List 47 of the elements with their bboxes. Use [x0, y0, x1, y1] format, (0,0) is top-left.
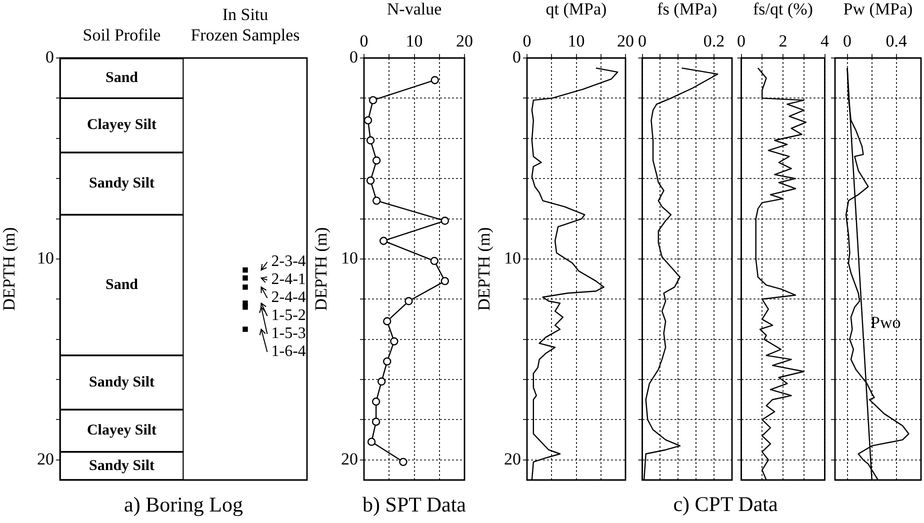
text: a) Boring Log — [124, 492, 244, 517]
annotation: 1-6-4 — [271, 343, 306, 360]
annotation: 2-4-1 — [271, 271, 306, 288]
x-tick-label: 0 — [638, 31, 646, 50]
x-tick-label: 0 — [737, 31, 746, 50]
x-tick-label: In Situ Frozen Samples — [190, 4, 300, 44]
x-axis-title: fs/qt (%) — [753, 0, 813, 19]
annotation: 2-4-4 — [271, 289, 306, 306]
series-label: Clayey Silt — [86, 422, 157, 439]
text: c) CPT Data — [672, 492, 779, 517]
series-label: Pwo — [870, 312, 901, 332]
series-label: Sandy Silt — [89, 374, 154, 390]
y-tick-label: 10 — [341, 248, 358, 268]
y-tick-label: 0 — [512, 47, 521, 66]
x-axis-title: fs (MPa) — [657, 0, 718, 19]
y-tick-label: 20 — [504, 449, 521, 468]
x-axis-title: Pw (MPa) — [843, 0, 913, 19]
y-tick-label: 0 — [350, 47, 358, 66]
x-tick-label: 0.4 — [886, 31, 908, 50]
y-tick-label: 0 — [46, 47, 54, 66]
x-tick-label: 0.2 — [703, 31, 725, 50]
x-tick-label: 0 — [843, 31, 852, 50]
x-tick-label: 10 — [406, 31, 423, 50]
y-tick-label: 10 — [37, 248, 54, 268]
x-axis-title: qt (MPa) — [546, 0, 607, 19]
y-tick-label: 20 — [37, 449, 54, 468]
x-tick-label: 4 — [820, 31, 830, 50]
x-tick-label: 20 — [617, 31, 634, 50]
annotation: 1-5-3 — [271, 325, 306, 342]
y-tick-label: 10 — [504, 248, 521, 268]
x-tick-label: 10 — [568, 31, 585, 50]
series-label: Sandy Silt — [89, 458, 154, 474]
series-label: Clayey Silt — [86, 117, 157, 134]
annotation: 1-5-2 — [271, 307, 306, 324]
x-tick-label: Soil Profile — [82, 25, 161, 44]
x-tick-label: 20 — [456, 31, 473, 50]
x-axis-title: N-value — [386, 0, 442, 19]
y-tick-label: 20 — [341, 449, 358, 468]
y-axis-title: DEPTH (m) — [474, 227, 494, 311]
series-label: Sand — [105, 70, 139, 86]
y-axis-title: DEPTH (m) — [0, 227, 19, 311]
series-label: Sandy Silt — [89, 175, 154, 192]
series-label: Sand — [105, 276, 139, 293]
annotation: 2-3-4 — [271, 253, 306, 270]
y-axis-title: DEPTH (m) — [312, 227, 331, 311]
x-tick-label: 2 — [778, 31, 788, 50]
text: b) SPT Data — [362, 492, 467, 517]
